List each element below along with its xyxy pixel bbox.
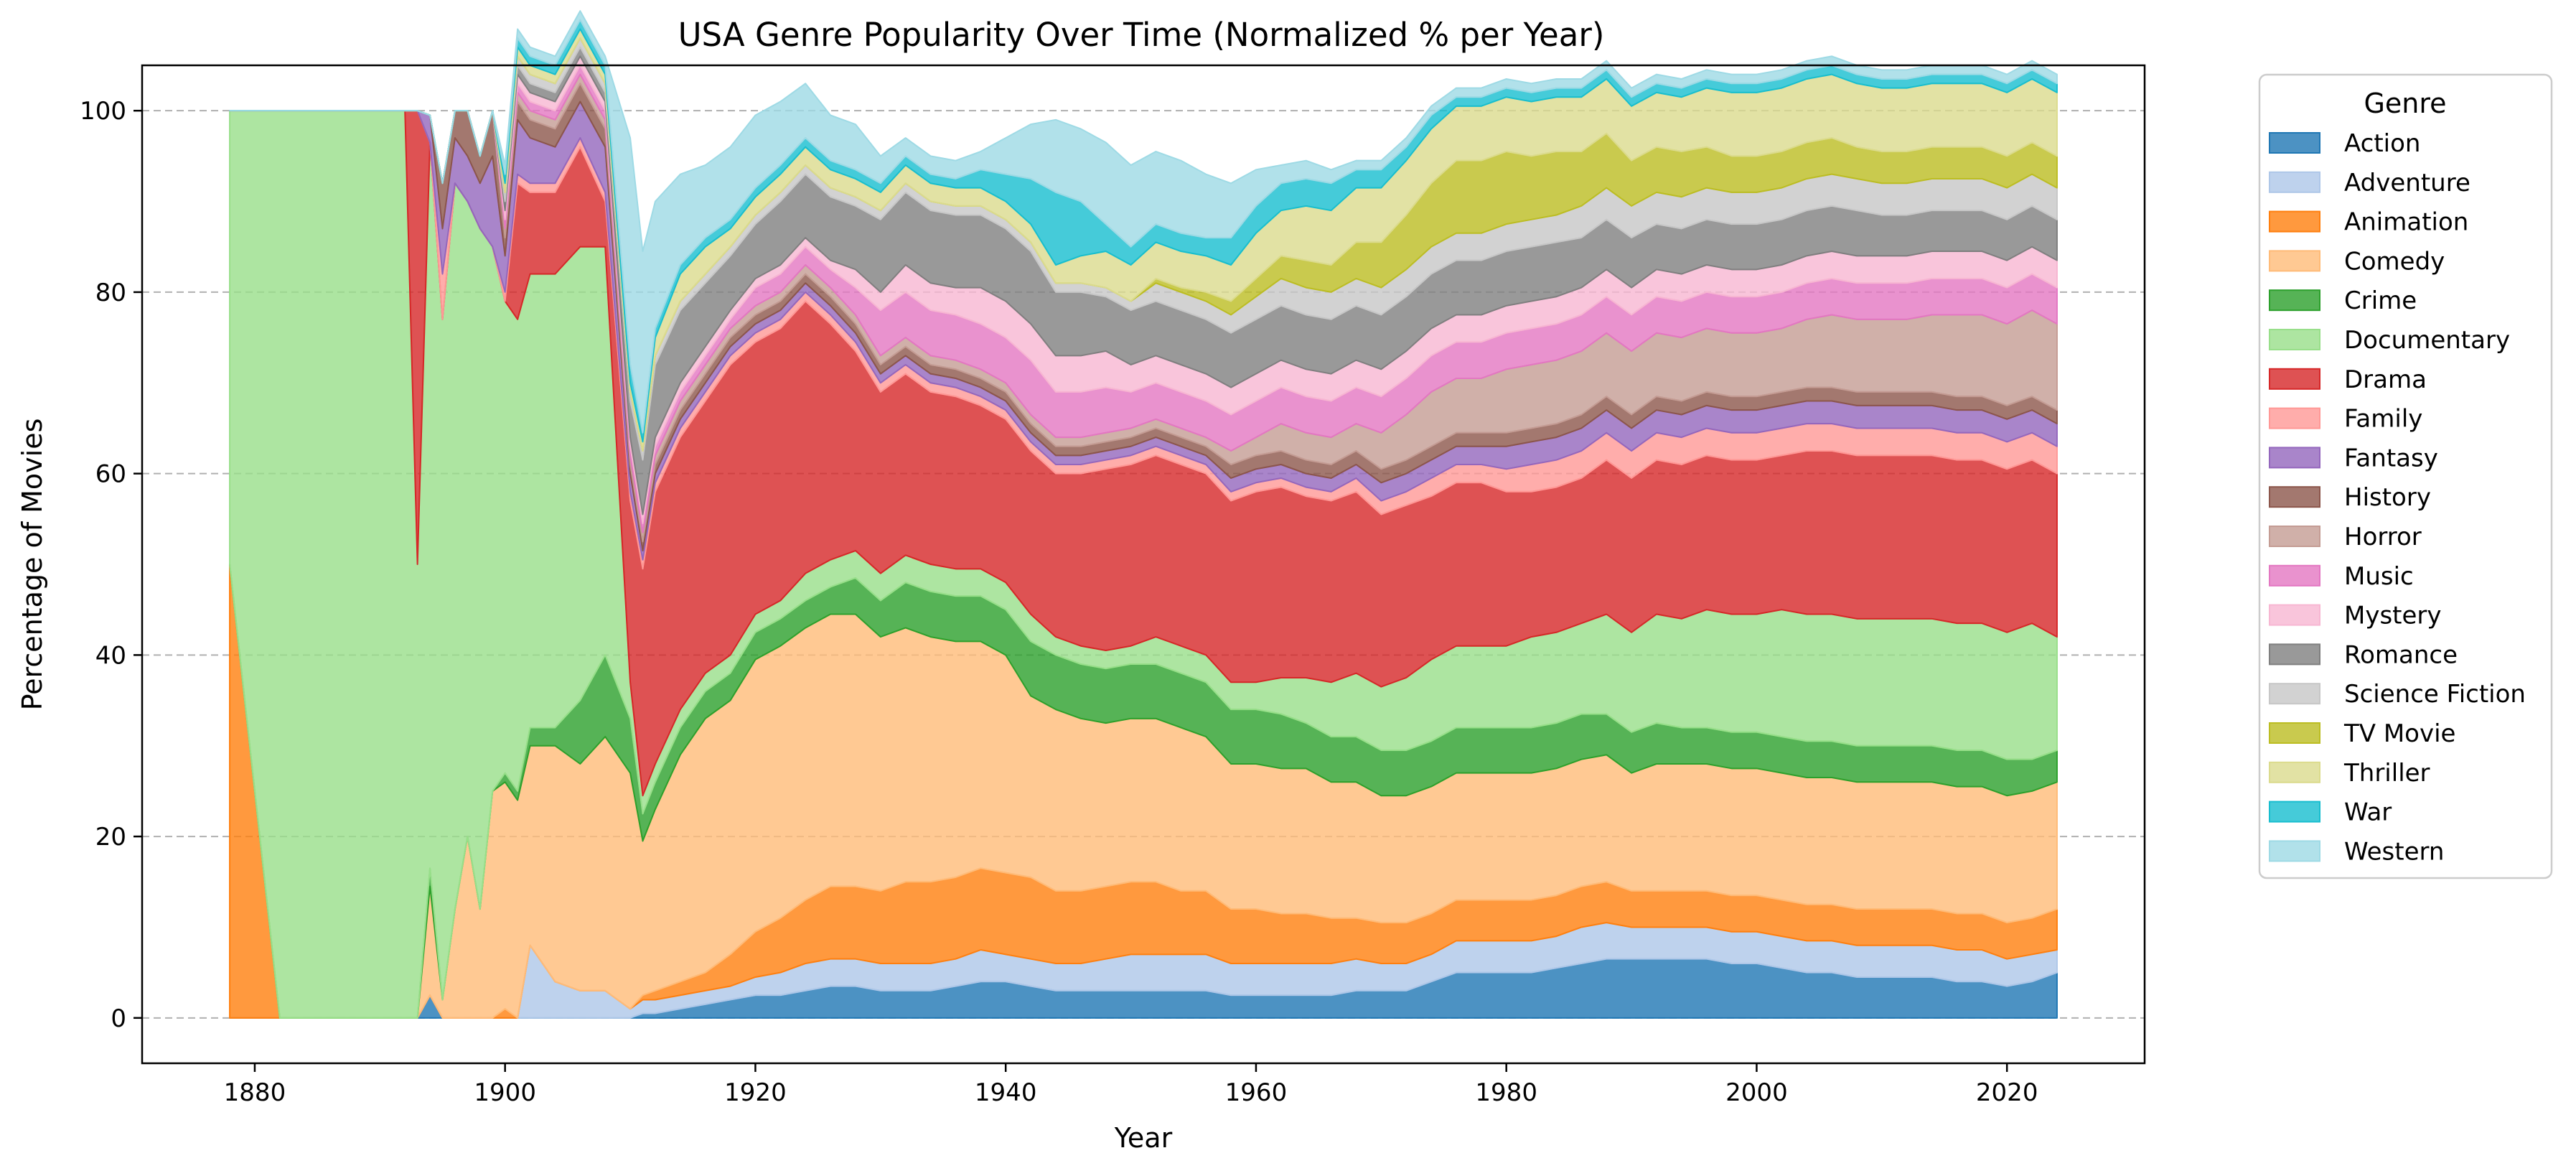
legend-label-romance: Romance bbox=[2344, 640, 2458, 669]
legend-swatch-comedy bbox=[2269, 250, 2320, 272]
legend-swatch-music bbox=[2269, 564, 2320, 587]
legend-label-adventure: Adventure bbox=[2344, 169, 2470, 197]
legend-swatch-history bbox=[2269, 486, 2320, 508]
legend-swatch-action bbox=[2269, 132, 2320, 154]
legend-swatch-western bbox=[2269, 840, 2320, 862]
y-tick-label: 80 bbox=[95, 279, 126, 307]
x-tick-label: 1900 bbox=[474, 1078, 536, 1107]
legend-swatch-family bbox=[2269, 407, 2320, 429]
y-axis: 0 20 40 60 80 100 bbox=[80, 97, 142, 1033]
legend-label-drama: Drama bbox=[2344, 365, 2427, 394]
legend-label-history: History bbox=[2344, 483, 2431, 512]
legend-title: Genre bbox=[2364, 88, 2446, 119]
y-tick-label: 60 bbox=[95, 460, 126, 489]
legend-swatch-mystery bbox=[2269, 604, 2320, 626]
legend-swatch-drama bbox=[2269, 368, 2320, 390]
x-axis: 1880 1900 1920 1940 1960 1980 2000 2020 bbox=[224, 1063, 2038, 1107]
legend-label-music: Music bbox=[2344, 562, 2414, 591]
legend: Genre Action Adventure Animation Comedy Crim… bbox=[2258, 73, 2553, 879]
legend-swatch-thriller bbox=[2269, 761, 2320, 783]
legend-label-fantasy: Fantasy bbox=[2344, 444, 2438, 472]
y-tick-label: 100 bbox=[80, 97, 126, 126]
plot-frame bbox=[141, 64, 2146, 1065]
legend-swatch-fantasy bbox=[2269, 447, 2320, 469]
legend-label-crime: Crime bbox=[2344, 286, 2417, 315]
legend-label-action: Action bbox=[2344, 129, 2420, 158]
legend-swatch-science-fiction bbox=[2269, 683, 2320, 705]
x-tick-label: 1880 bbox=[224, 1078, 286, 1107]
x-tick-label: 1980 bbox=[1475, 1078, 1537, 1107]
legend-swatch-war bbox=[2269, 801, 2320, 823]
legend-frame bbox=[2258, 73, 2553, 879]
y-tick-label: 20 bbox=[95, 823, 126, 851]
legend-label-horror: Horror bbox=[2344, 523, 2422, 551]
area-series-western bbox=[229, 10, 2058, 434]
y-tick-label: 0 bbox=[111, 1004, 126, 1033]
legend-swatch-documentary bbox=[2269, 329, 2320, 350]
area-layer bbox=[229, 10, 2058, 1019]
x-tick-label: 2020 bbox=[1976, 1078, 2038, 1107]
legend-swatch-tv-movie bbox=[2269, 722, 2320, 744]
x-tick-label: 1940 bbox=[975, 1078, 1037, 1107]
legend-label-tv-movie: TV Movie bbox=[2343, 719, 2455, 748]
x-tick-label: 1920 bbox=[724, 1078, 787, 1107]
y-tick-label: 40 bbox=[95, 641, 126, 670]
y-axis-title: Percentage of Movies bbox=[17, 419, 48, 711]
legend-label-animation: Animation bbox=[2344, 208, 2468, 237]
x-tick-label: 2000 bbox=[1725, 1078, 1788, 1107]
chart-title: USA Genre Popularity Over Time (Normaliz… bbox=[678, 16, 1605, 54]
legend-swatch-horror bbox=[2269, 526, 2320, 547]
legend-swatch-romance bbox=[2269, 643, 2320, 666]
legend-swatch-animation bbox=[2269, 210, 2320, 233]
legend-label-documentary: Documentary bbox=[2344, 326, 2510, 355]
legend-swatch-adventure bbox=[2269, 171, 2320, 193]
legend-label-science-fiction: Science Fiction bbox=[2344, 680, 2526, 709]
x-tick-label: 1960 bbox=[1225, 1078, 1288, 1107]
legend-label-war: War bbox=[2344, 798, 2392, 827]
legend-label-western: Western bbox=[2344, 837, 2444, 866]
legend-swatch-crime bbox=[2269, 289, 2320, 312]
x-axis-title: Year bbox=[1114, 1122, 1173, 1154]
legend-label-thriller: Thriller bbox=[2343, 759, 2430, 788]
legend-label-family: Family bbox=[2344, 405, 2422, 434]
legend-label-mystery: Mystery bbox=[2344, 602, 2442, 630]
legend-label-comedy: Comedy bbox=[2344, 247, 2445, 276]
